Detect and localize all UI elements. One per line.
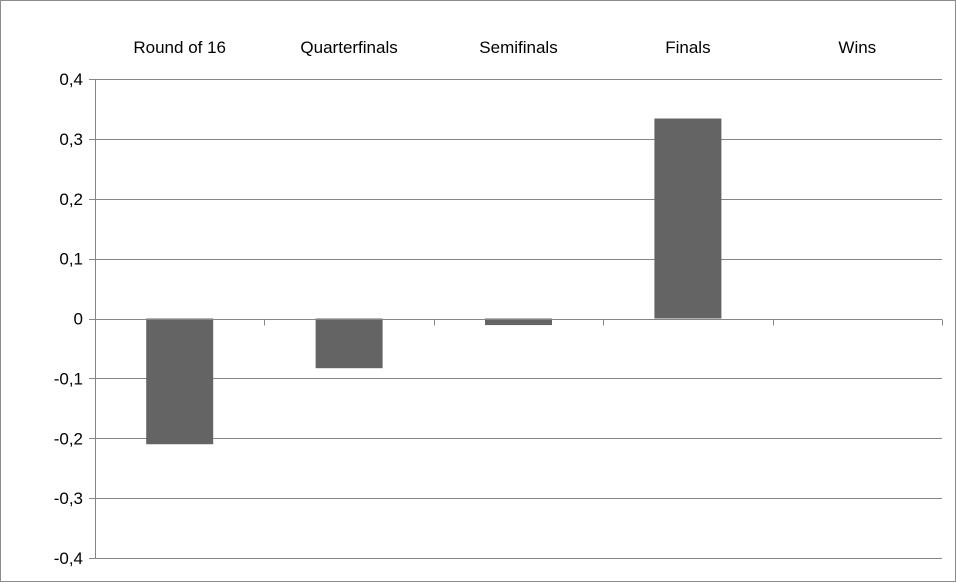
y-tick-label: 0	[74, 310, 83, 329]
y-tick-label: -0,2	[54, 429, 83, 448]
y-tick-label: 0,4	[59, 70, 83, 89]
y-tick-label: -0,3	[54, 489, 83, 508]
category-label: Quarterfinals	[300, 38, 397, 57]
y-tick-label: 0,3	[59, 130, 83, 149]
y-tick-label: -0,1	[54, 369, 83, 388]
category-label: Semifinals	[479, 38, 557, 57]
y-tick-label: 0,1	[59, 250, 83, 269]
bar	[485, 318, 552, 326]
category-label: Wins	[838, 38, 876, 57]
y-tick-label: 0,2	[59, 190, 83, 209]
category-label: Round of 16	[133, 38, 226, 57]
category-label: Finals	[665, 38, 710, 57]
bar	[146, 318, 214, 445]
bar	[315, 318, 383, 369]
bar	[654, 118, 722, 319]
y-tick-label: -0,4	[54, 549, 83, 568]
